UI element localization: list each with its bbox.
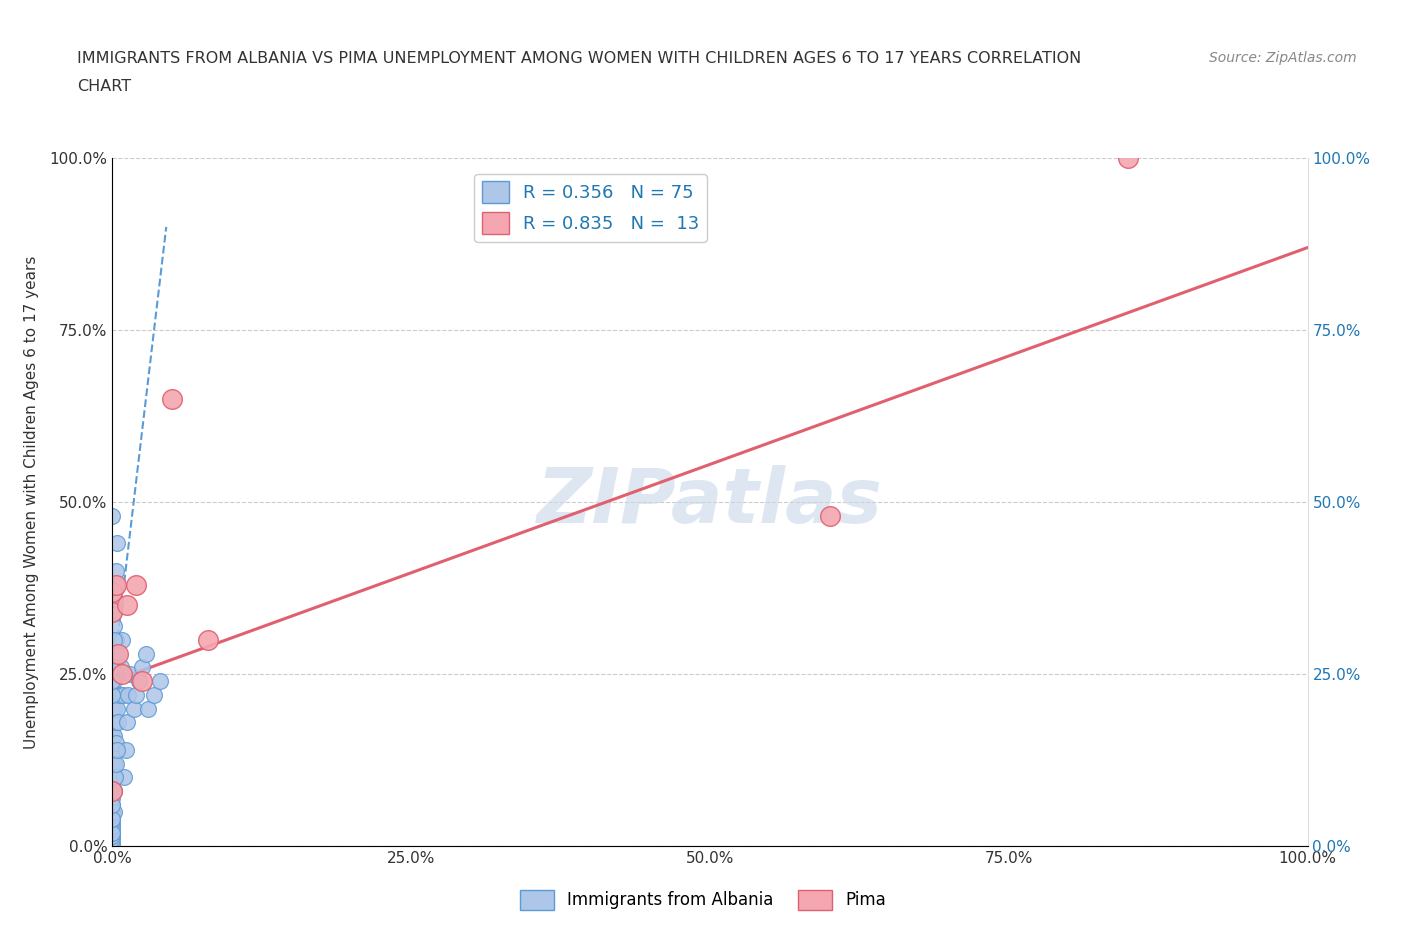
Point [125,687,148,702]
Point [115,715,138,730]
Point [101,701,124,716]
Point [162,392,183,406]
Point [143,687,166,702]
Point [101,687,124,702]
Point [114,742,136,757]
Point [104,591,127,606]
Point [101,804,124,819]
Point [101,784,124,799]
Point [108,687,131,702]
Text: ZIPatlas: ZIPatlas [537,465,883,539]
Point [103,646,125,661]
Point [101,825,124,840]
Point [101,839,124,854]
Point [101,584,124,599]
Point [105,564,128,578]
Point [105,742,128,757]
Point [101,673,124,688]
Point [101,715,124,730]
Point [122,701,145,716]
Text: Source: ZipAtlas.com: Source: ZipAtlas.com [1209,51,1357,65]
Point [131,673,153,688]
Point [101,835,124,850]
Point [103,756,125,771]
Point [103,604,125,619]
Point [103,618,125,633]
Text: IMMIGRANTS FROM ALBANIA VS PIMA UNEMPLOYMENT AMONG WOMEN WITH CHILDREN AGES 6 TO: IMMIGRANTS FROM ALBANIA VS PIMA UNEMPLOY… [77,51,1081,66]
Point [105,578,128,592]
Point [120,667,142,682]
Point [103,804,125,819]
Point [101,729,124,744]
Point [101,818,124,833]
Point [103,673,125,688]
Point [818,509,841,524]
Point [101,811,124,826]
Point [105,687,128,702]
Point [107,667,129,682]
Point [104,770,127,785]
Point [105,756,128,771]
Point [101,808,124,823]
Point [103,701,125,716]
Point [101,790,124,805]
Point [112,687,135,702]
Point [101,784,124,799]
Point [111,632,134,647]
Point [149,673,172,688]
Point [101,660,124,675]
Point [110,660,132,675]
Point [101,829,124,844]
Point [115,598,138,613]
Legend: Immigrants from Albania, Pima: Immigrants from Albania, Pima [513,883,893,917]
Point [105,701,128,716]
Point [104,687,127,702]
Point [103,784,125,799]
Point [105,736,128,751]
Point [138,701,160,716]
Point [103,729,125,744]
Point [101,604,124,619]
Point [135,646,157,661]
Point [197,632,219,647]
Point [104,598,127,613]
Point [114,770,135,785]
Point [103,784,125,799]
Y-axis label: Unemployment Among Women with Children Ages 6 to 17 years: Unemployment Among Women with Children A… [24,256,38,749]
Text: CHART: CHART [77,79,131,94]
Point [101,798,124,813]
Legend: R = 0.356   N = 75, R = 0.835   N =  13: R = 0.356 N = 75, R = 0.835 N = 13 [474,174,707,242]
Point [101,798,124,813]
Point [1116,151,1139,166]
Point [101,756,124,771]
Point [105,632,128,647]
Point [107,715,129,730]
Point [131,660,153,675]
Point [101,832,124,847]
Point [101,811,124,826]
Point [111,667,134,682]
Point [101,770,124,785]
Point [101,825,124,840]
Point [101,822,124,837]
Point [117,687,139,702]
Point [104,660,127,675]
Point [105,578,128,592]
Point [125,578,148,592]
Point [104,770,127,785]
Point [101,509,124,524]
Point [104,742,127,757]
Point [104,715,127,730]
Point [101,742,124,757]
Point [107,646,129,661]
Point [103,632,125,647]
Point [105,646,128,661]
Point [101,815,124,830]
Point [105,536,128,551]
Point [128,673,150,688]
